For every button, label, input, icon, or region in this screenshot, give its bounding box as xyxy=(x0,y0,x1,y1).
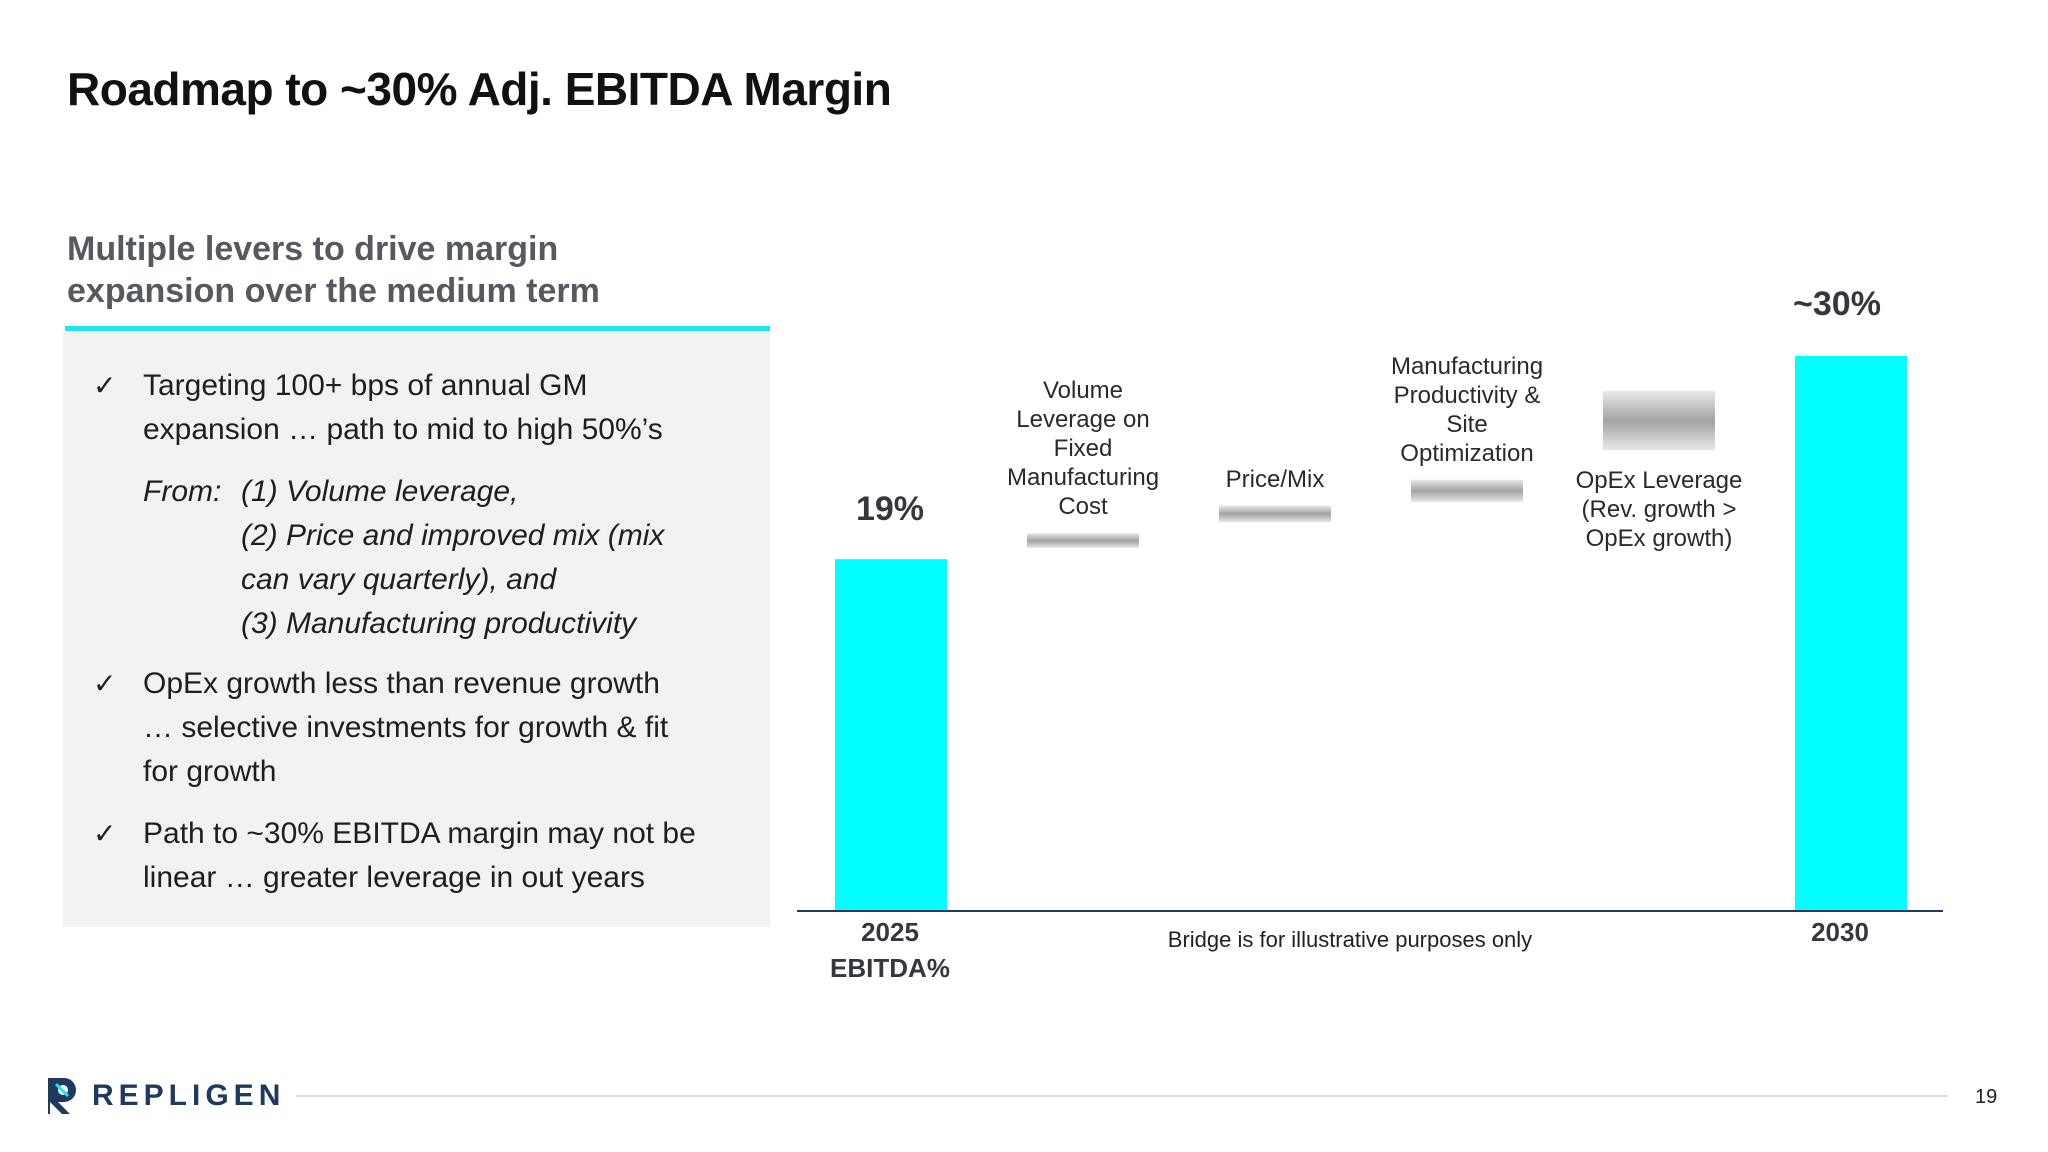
x-label-end: 2030 xyxy=(1811,917,1869,947)
lever-label: Price/Mix xyxy=(1175,465,1375,494)
lever-label-line: Manufacturing xyxy=(1006,464,1160,492)
subtitle-line: Multiple levers to drive margin xyxy=(67,230,559,268)
section-subtitle: Multiple levers to drive margin expansio… xyxy=(67,228,727,312)
checkmark-icon: ✓ xyxy=(93,370,117,401)
lever-label: Manufacturing Productivity & Site Optimizat… xyxy=(1367,352,1567,468)
from-item: (2) Price and improved mix (mix xyxy=(241,519,665,552)
page-number: 19 xyxy=(1975,1086,1998,1108)
brand-name: REPLIGEN xyxy=(92,1079,286,1112)
lever-label-line: Productivity & xyxy=(1393,381,1541,409)
bullet-line: expansion … path to mid to high 50%’s xyxy=(143,413,663,446)
chart-footnote: Bridge is for illustrative purposes only xyxy=(1167,927,1533,952)
bullet-line: linear … greater leverage in out years xyxy=(143,861,645,894)
x-label-start: 2025 EBITDA% xyxy=(815,914,965,986)
footer-divider xyxy=(296,1095,1948,1097)
lever-label: OpEx Leverage (Rev. growth > OpEx growth) xyxy=(1559,466,1759,553)
data-label-start: 19% xyxy=(855,490,925,528)
x-label-line: 2025 xyxy=(861,917,919,947)
lever-label-line: Manufacturing xyxy=(1390,352,1544,380)
lever-label-line: Volume xyxy=(1042,377,1124,405)
x-label-line: EBITDA% xyxy=(830,953,950,983)
repligen-logo-icon xyxy=(48,1078,76,1114)
bar-step xyxy=(1027,533,1139,549)
lever-label-line: Cost xyxy=(1058,493,1108,521)
bullet-line: … selective investments for growth & fit xyxy=(143,711,669,744)
accent-rule xyxy=(65,326,770,331)
from-item: (1) Volume leverage, xyxy=(241,475,519,508)
bar-2025 xyxy=(835,559,947,910)
bar-step xyxy=(1411,479,1523,502)
lever-label-line: Site xyxy=(1446,410,1488,438)
bullet-line: for growth xyxy=(143,755,277,788)
lever-label-line: Fixed xyxy=(1053,435,1113,463)
lever-label-line: Price/Mix xyxy=(1225,465,1325,493)
from-item: can vary quarterly), and xyxy=(241,563,557,596)
page-title: Roadmap to ~30% Adj. EBITDA Margin xyxy=(67,63,892,115)
lever-label-line: OpEx Leverage xyxy=(1575,467,1743,495)
checkmark-icon: ✓ xyxy=(93,818,117,849)
lever-label-line: OpEx growth) xyxy=(1585,525,1733,553)
bullet-panel: ✓ Targeting 100+ bps of annual GM expans… xyxy=(63,331,770,927)
bar-2030 xyxy=(1795,356,1907,910)
lever-label: Volume Leverage on Fixed Manufacturing Cost xyxy=(983,376,1183,521)
lever-label-line: (Rev. growth > xyxy=(1581,496,1737,524)
bullet-line: Path to ~30% EBITDA margin may not be xyxy=(143,817,696,850)
checkmark-icon: ✓ xyxy=(93,668,117,699)
bullet-line: Targeting 100+ bps of annual GM xyxy=(143,369,588,402)
subtitle-line: expansion over the medium term xyxy=(67,272,600,310)
from-label: From: xyxy=(143,475,222,508)
data-label-end: ~30% xyxy=(1793,285,1881,323)
bar-step xyxy=(1219,505,1331,523)
bar-step xyxy=(1603,391,1715,451)
bullet-line: OpEx growth less than revenue growth xyxy=(143,667,660,700)
lever-label-line: Optimization xyxy=(1400,439,1534,467)
from-item: (3) Manufacturing productivity xyxy=(241,607,637,640)
lever-label-line: Leverage on xyxy=(1016,406,1150,434)
